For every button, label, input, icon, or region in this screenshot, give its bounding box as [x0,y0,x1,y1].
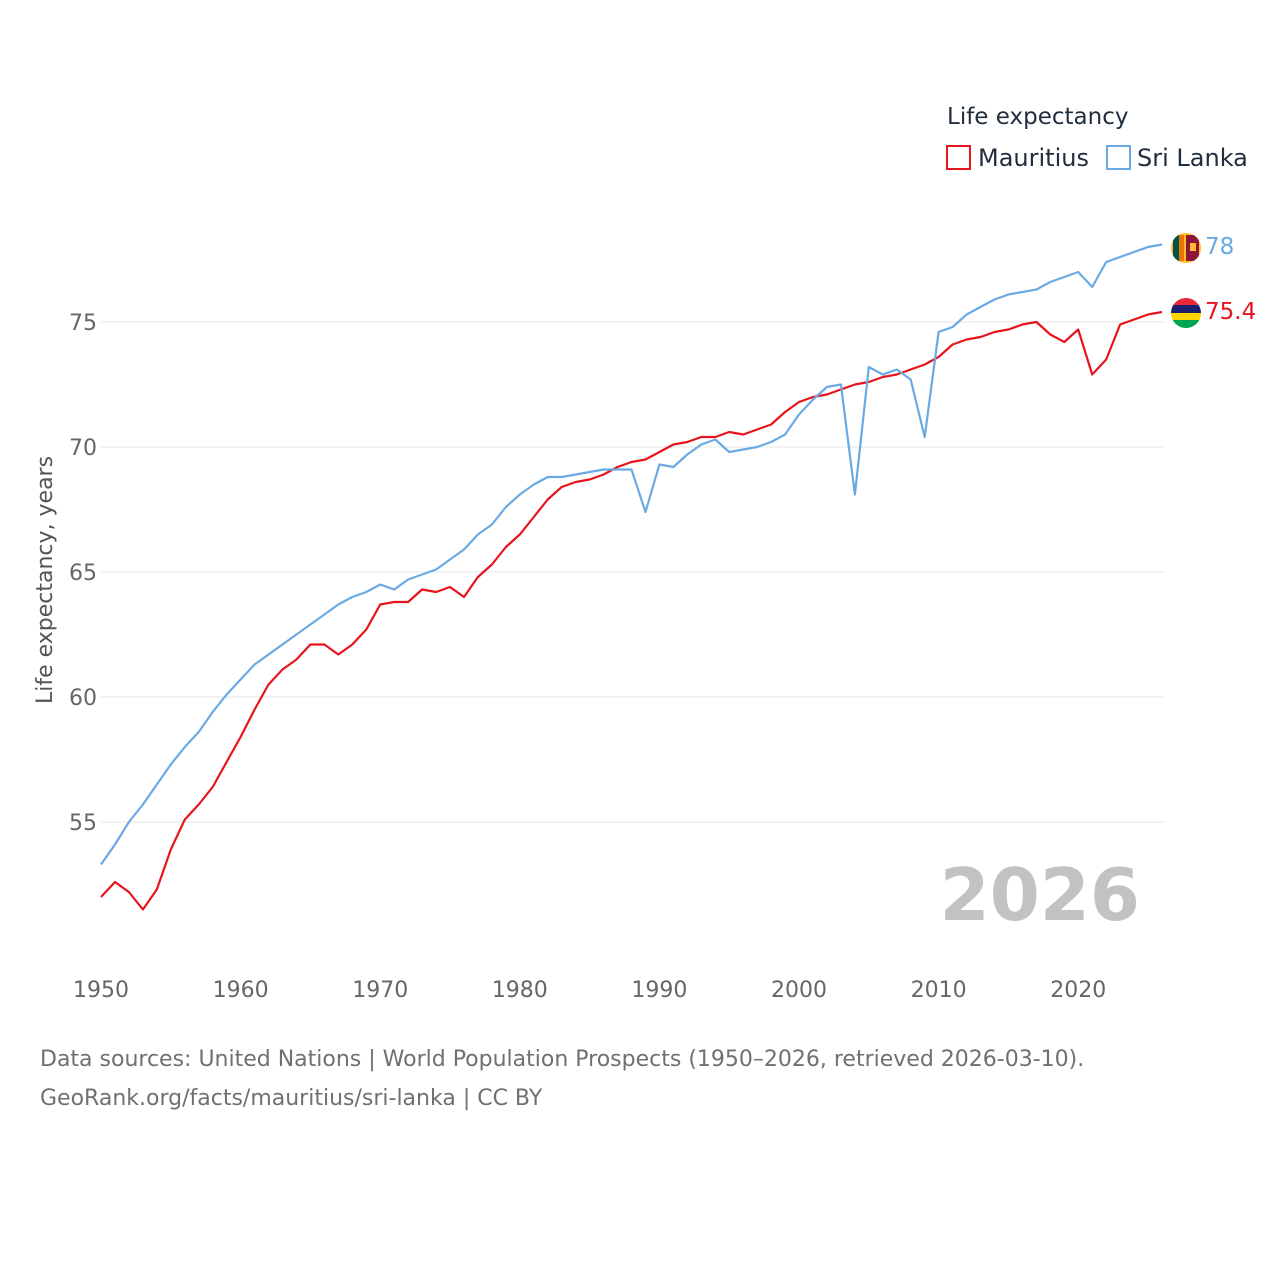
legend-swatch-sri-lanka [1106,145,1131,170]
legend-title: Life expectancy [947,104,1128,130]
x-tick-2020: 2020 [1050,978,1106,1003]
sri-lanka-flag-icon [1171,233,1201,263]
x-tick-2010: 2010 [911,978,967,1003]
legend-swatch-mauritius [946,145,971,170]
y-tick-60: 60 [69,686,97,711]
line-sri-lanka [100,243,1163,866]
x-tick-1990: 1990 [631,978,687,1003]
x-tick-labels: 1950 1960 1970 1980 1990 2000 2010 2020 [73,978,1106,1003]
legend-label-mauritius: Mauritius [978,144,1089,172]
line-mauritius [100,310,1163,911]
y-tick-75: 75 [69,311,97,336]
end-label-sri-lanka: 78 [1205,234,1234,260]
source-footer: Data sources: United Nations | World Pop… [40,1040,1260,1118]
source-line: Data sources: United Nations | World Pop… [40,1047,1085,1072]
x-tick-1980: 1980 [492,978,548,1003]
x-tick-2000: 2000 [771,978,827,1003]
y-tick-70: 70 [69,436,97,461]
y-tick-55: 55 [69,811,97,836]
mauritius-flag-icon [1171,298,1201,328]
legend-label-sri-lanka: Sri Lanka [1137,144,1248,172]
y-axis-label: Life expectancy, years [33,456,58,704]
y-tick-labels: 55 60 65 70 75 [69,311,97,836]
source-url-line: GeoRank.org/facts/mauritius/sri-lanka | … [40,1086,543,1111]
legend: Life expectancy Mauritius Sri Lanka [946,104,1248,172]
series-lines [100,243,1163,911]
end-label-mauritius: 75.4 [1205,299,1256,325]
x-tick-1960: 1960 [213,978,269,1003]
y-tick-65: 65 [69,561,97,586]
current-year-label: 2026 [940,853,1140,937]
x-tick-1970: 1970 [352,978,408,1003]
y-gridlines [101,321,1164,823]
x-tick-1950: 1950 [73,978,129,1003]
